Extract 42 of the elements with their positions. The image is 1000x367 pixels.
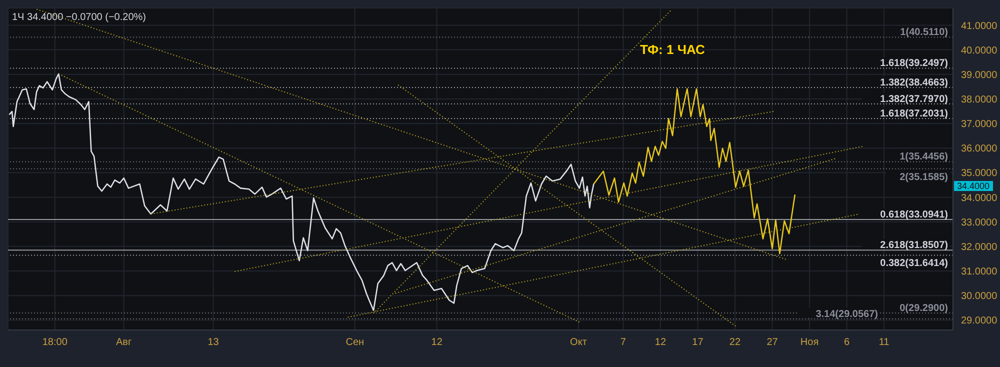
y-tick-label: 29.0000: [961, 316, 998, 327]
ref-line-label: 0.382(31.6414): [880, 258, 948, 270]
ref-line-label: 1.382(37.7970): [880, 94, 948, 105]
y-tick-label: 40.0000: [961, 45, 998, 56]
y-tick-label: 33.0000: [961, 217, 998, 228]
y-tick-label: 36.0000: [961, 144, 998, 155]
x-tick-label: 17: [692, 337, 704, 348]
y-tick-label: 39.0000: [961, 70, 998, 81]
x-tick-label: Авг: [116, 337, 132, 348]
x-tick-label: 12: [431, 337, 443, 348]
x-tick-label: 18:00: [42, 337, 68, 348]
y-tick-label: 34.0000: [961, 192, 998, 204]
x-tick-label: Ноя: [800, 337, 819, 348]
ref-line-label: 1(35.4456): [900, 152, 948, 163]
text: 34.4000: [954, 181, 993, 191]
y-tick-label: 35.0000: [961, 168, 998, 180]
ref-line-label: 1(40.5110): [900, 27, 948, 38]
chart-subtitle: 1Ч 34.4000 −0.0700 (−0.20%): [12, 12, 146, 23]
ref-line-label: 1.382(38.4663): [880, 77, 948, 88]
x-tick-label: 27: [766, 337, 778, 348]
x-tick-label: 12: [654, 337, 666, 348]
ref-line-label: 1.618(37.2031): [880, 108, 948, 120]
ref-line-label: 2.618(31.8507): [880, 240, 948, 252]
text: ТФ: 1 ЧАС: [640, 42, 705, 57]
x-tick-label: Сен: [346, 337, 364, 348]
ref-line-label: 2(35.1585): [900, 172, 948, 183]
y-tick-label: 30.0000: [961, 291, 998, 302]
x-tick-label: 6: [844, 337, 850, 348]
x-tick-label: 7: [620, 337, 626, 348]
y-tick-label: 32.0000: [961, 242, 998, 253]
y-tick-label: 38.0000: [961, 94, 998, 106]
x-tick-label: Окт: [570, 337, 588, 348]
ref-line-label: 3.14(29.0567): [816, 308, 878, 320]
y-tick-label: 37.0000: [961, 119, 998, 130]
x-tick-label: 13: [208, 337, 220, 348]
y-tick-label: 31.0000: [961, 266, 998, 278]
x-tick-label: 22: [729, 337, 741, 348]
ref-line-label: 1.618(39.2497): [880, 58, 948, 70]
x-tick-label: 11: [878, 337, 890, 348]
y-tick-label: 41.0000: [961, 20, 998, 32]
ref-line-label: 0.618(33.0941): [880, 210, 948, 221]
ref-line-label: 0(29.2900): [900, 303, 948, 314]
